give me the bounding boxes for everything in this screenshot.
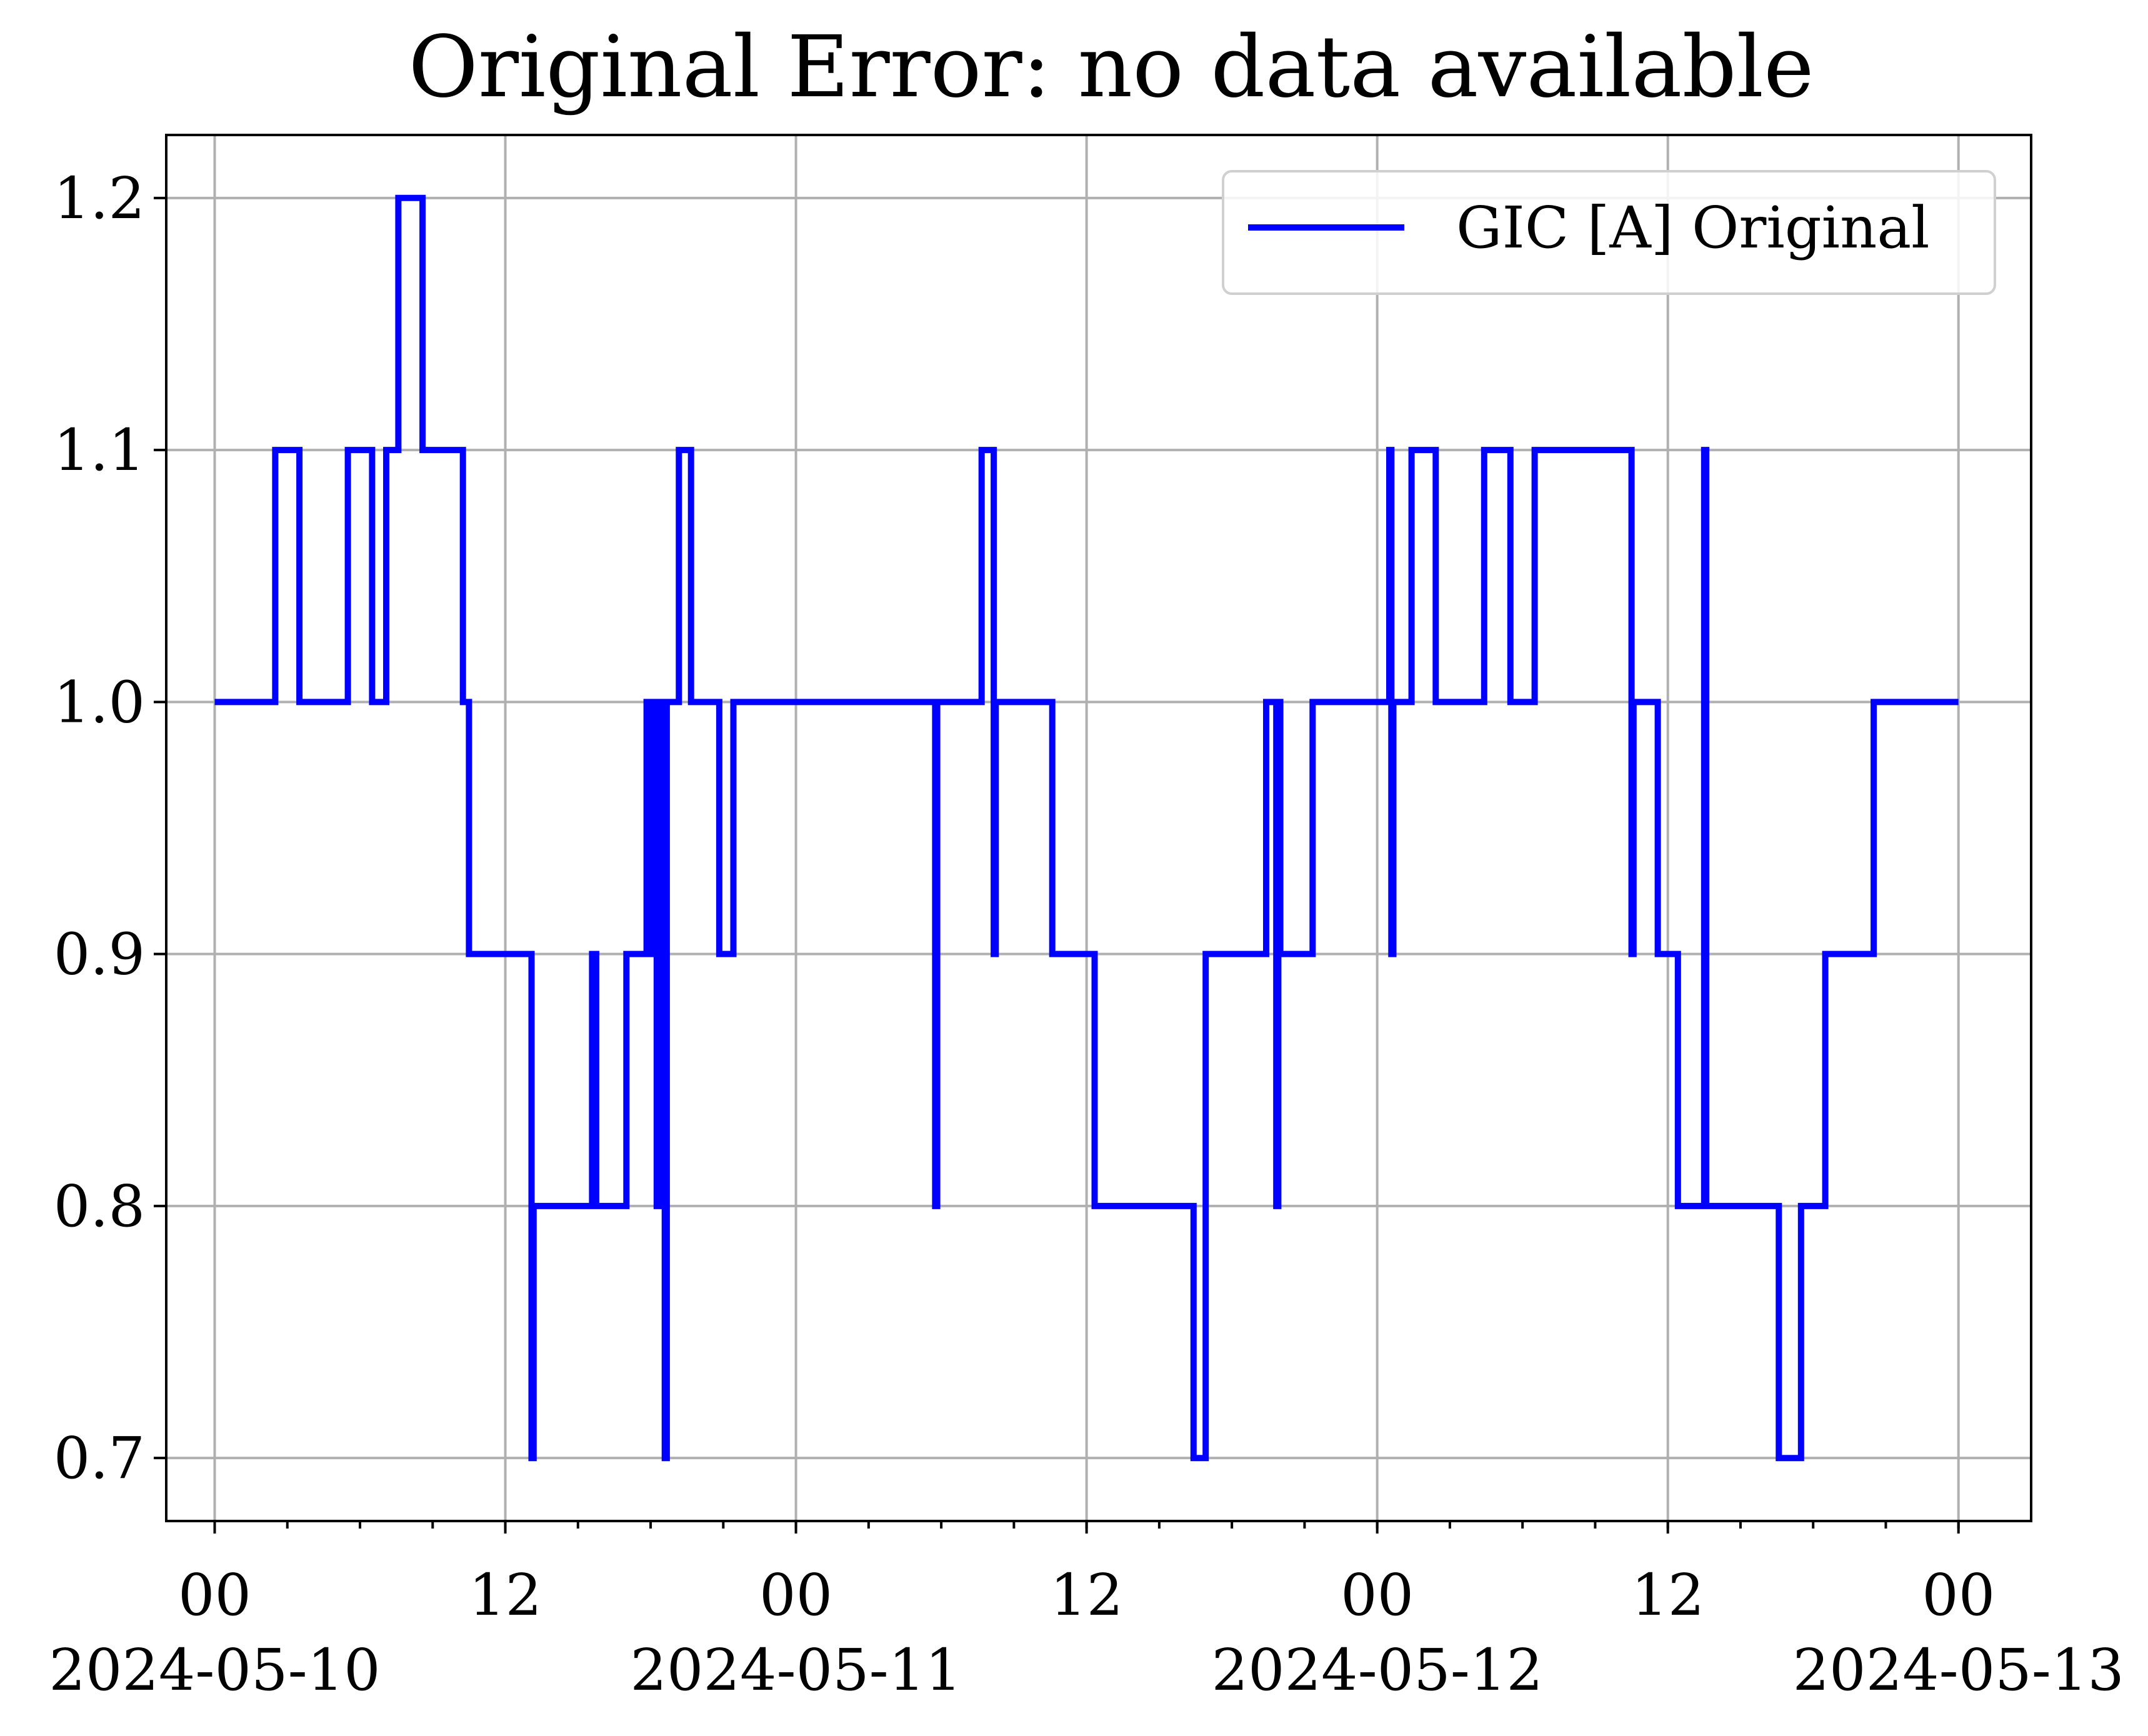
y-tick-label: 1.2 [54,165,145,232]
x-tick-label: 00 [759,1562,832,1629]
series-line-gic-original [214,194,1959,1462]
legend-box [1222,170,1996,295]
x-tick-label: 00 [1341,1562,1414,1629]
grid [166,135,2031,1521]
x-tick-date-label: 2024-05-12 [1211,1637,1542,1704]
series-layer [214,194,1959,1462]
chart-title: Original Error: no data available [408,18,1814,117]
y-tick-label: 0.7 [54,1425,145,1492]
y-tick-label: 1.1 [54,417,145,484]
y-tick-label: 1.0 [54,669,145,736]
y-tick-label: 0.8 [54,1173,145,1240]
axes-frame [165,134,2032,1522]
x-tick-date-label: 2024-05-10 [49,1637,380,1704]
legend: GIC [A] Original [1222,170,1996,295]
x-tick-date-label: 2024-05-11 [630,1637,961,1704]
legend-label: GIC [A] Original [1456,194,1930,261]
x-tick-label: 12 [1631,1562,1704,1629]
y-tick-label: 0.9 [54,921,145,988]
x-tick-label: 12 [469,1562,542,1629]
axis-ticks: 00 2024-05-10 12 00 2024-05-11 12 00 2024-05-12… [49,165,2124,1704]
x-tick-label: 12 [1050,1562,1123,1629]
x-tick-date-label: 2024-05-13 [1793,1637,2124,1704]
x-tick-label: 00 [178,1562,251,1629]
x-tick-label: 00 [1922,1562,1995,1629]
